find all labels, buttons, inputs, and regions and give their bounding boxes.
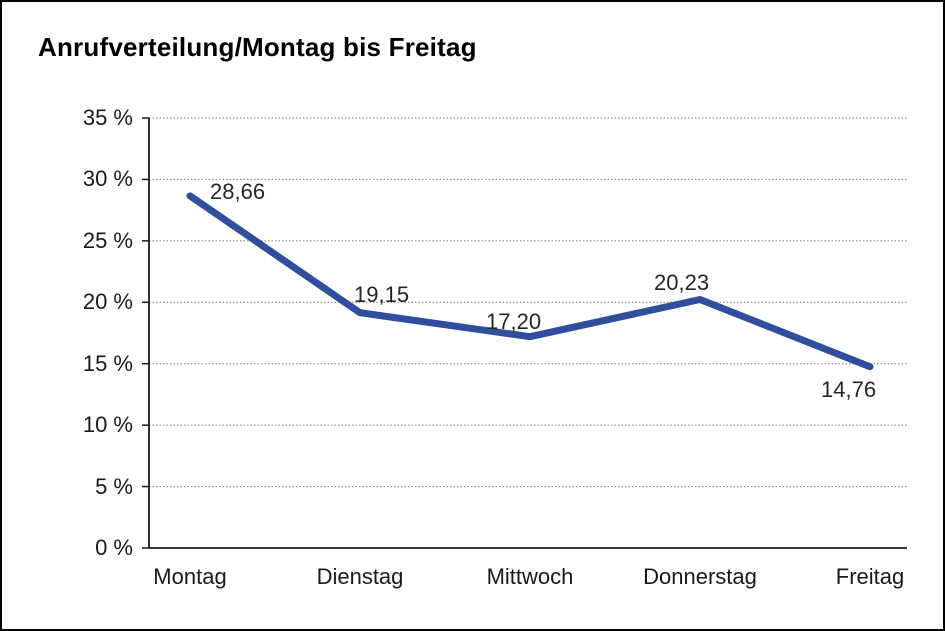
chart-title: Anrufverteilung/Montag bis Freitag bbox=[38, 32, 477, 62]
y-axis-tick-label: 20 % bbox=[82, 289, 133, 315]
data-point-label: 20,23 bbox=[654, 270, 710, 296]
y-axis-tick-label: 5 % bbox=[95, 473, 133, 499]
data-point-label: 14,76 bbox=[821, 376, 877, 402]
x-axis-category-label: Mittwoch bbox=[486, 564, 574, 589]
x-axis-category-label: Montag bbox=[153, 564, 227, 589]
data-point-label: 17,20 bbox=[486, 308, 542, 334]
x-axis-category-label: Freitag bbox=[835, 564, 905, 589]
data-point-label: 28,66 bbox=[210, 178, 266, 204]
data-point-label: 19,15 bbox=[354, 281, 410, 307]
y-axis-tick-label: 25 % bbox=[82, 227, 133, 253]
y-axis-tick-label: 35 % bbox=[82, 105, 133, 130]
data-line bbox=[186, 192, 874, 371]
y-axis-tick-label: 30 % bbox=[82, 166, 133, 192]
y-axis-tick-label: 10 % bbox=[82, 412, 133, 438]
y-axis-tick-label: 15 % bbox=[82, 350, 133, 376]
x-axis-category-label: Donnerstag bbox=[643, 564, 757, 589]
x-axis-category-label: Dienstag bbox=[316, 564, 404, 589]
y-axis-tick-label: 0 % bbox=[95, 535, 133, 560]
